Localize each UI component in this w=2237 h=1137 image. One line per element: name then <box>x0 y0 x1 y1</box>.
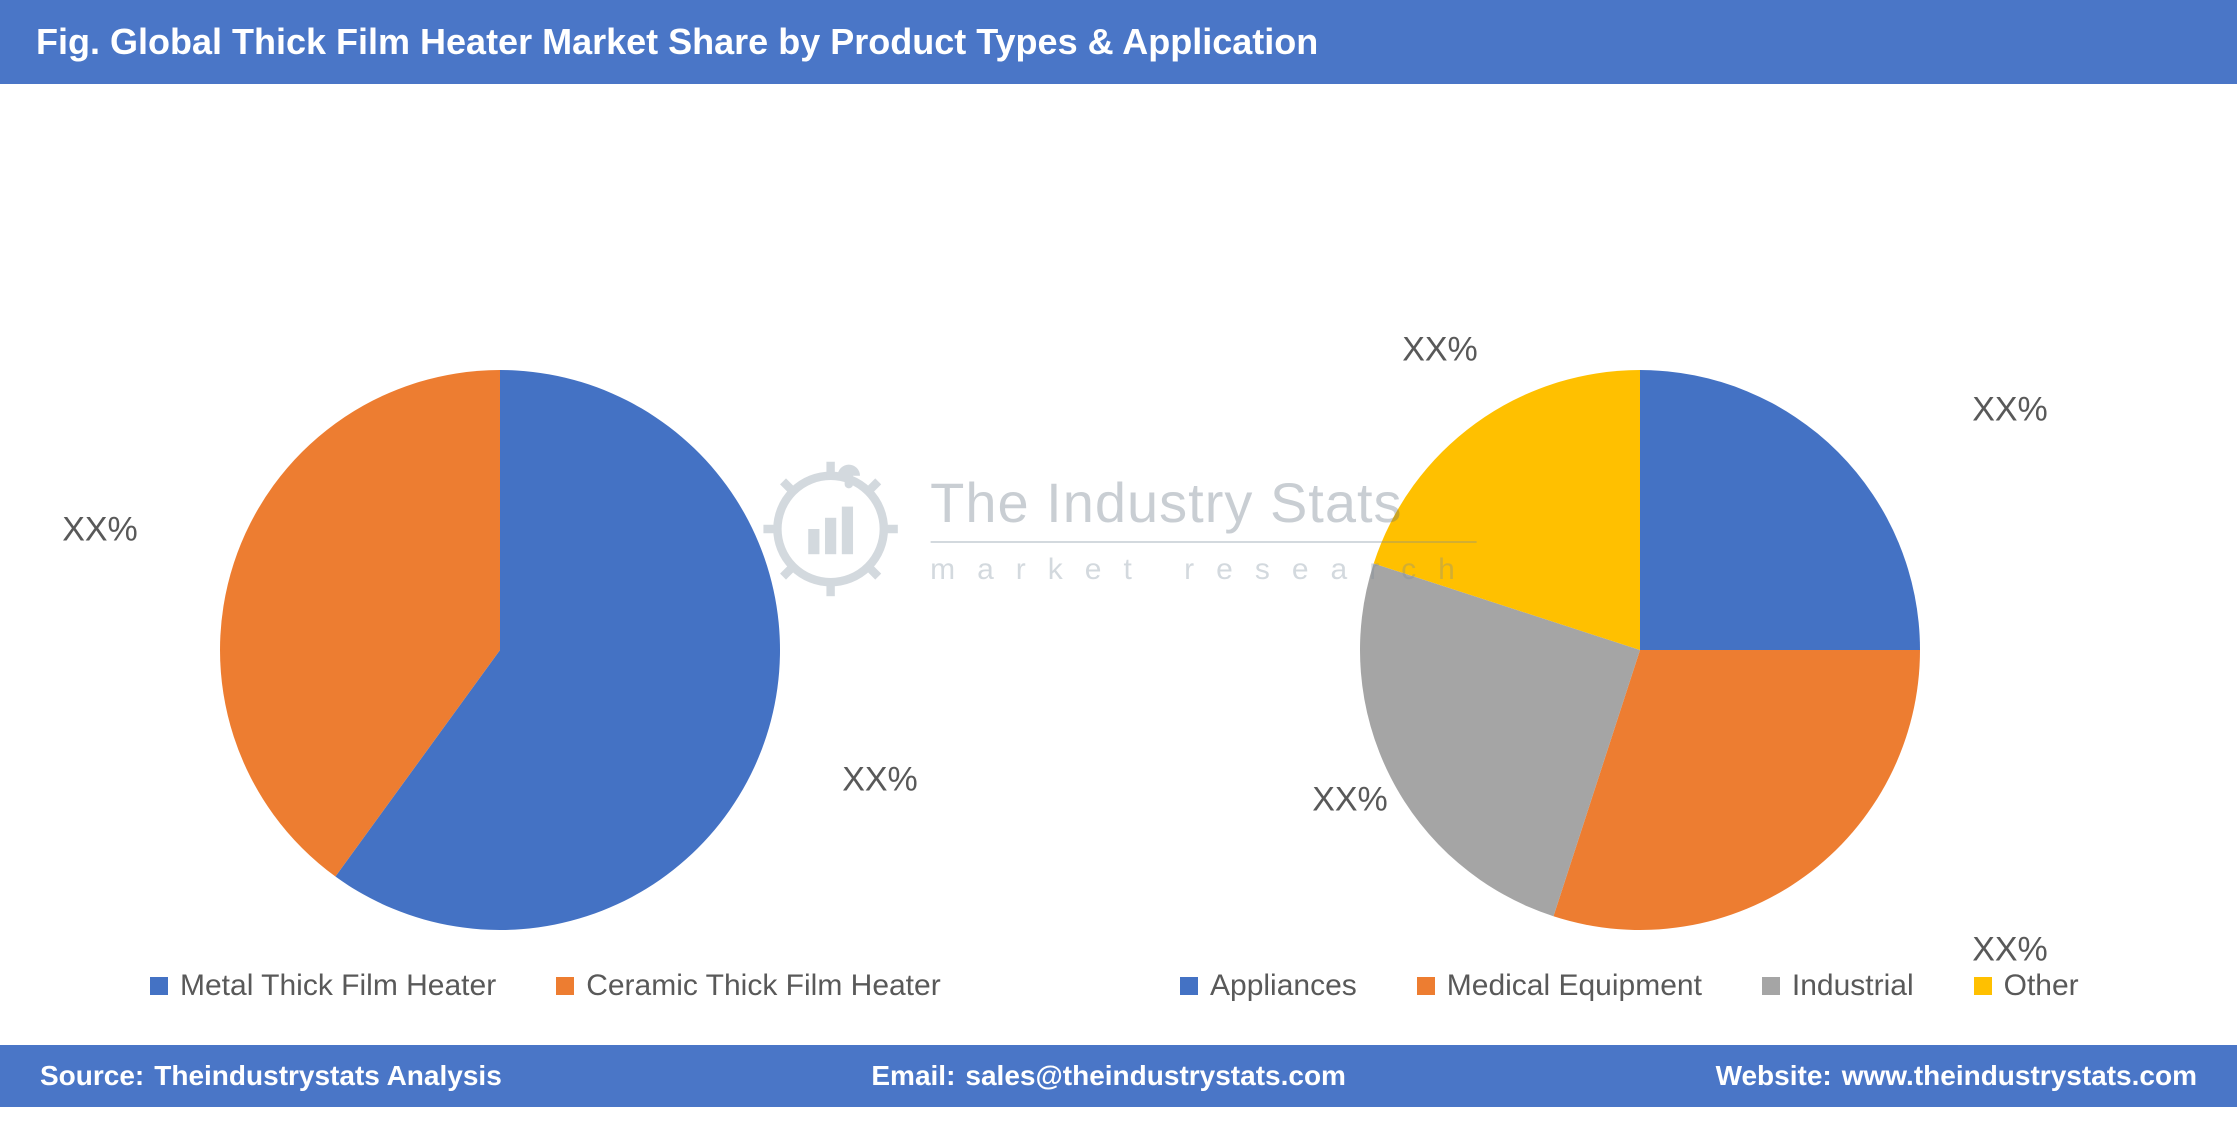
figure-title: Fig. Global Thick Film Heater Market Sha… <box>36 21 1318 63</box>
legend-item: Metal Thick Film Heater <box>150 969 496 1003</box>
legend-item: Industrial <box>1762 969 1914 1003</box>
pie-slice-label: XX% <box>842 761 918 800</box>
legend-label: Medical Equipment <box>1447 969 1702 1003</box>
watermark-gear-icon <box>760 459 900 599</box>
legend-swatch <box>1180 977 1198 995</box>
legend-swatch <box>1417 977 1435 995</box>
footer-website-label: Website: <box>1716 1060 1832 1092</box>
pie-chart-product-types: XX%XX% <box>220 370 780 930</box>
legend-swatch <box>1974 977 1992 995</box>
legend-swatch <box>556 977 574 995</box>
pie-slice-label: XX% <box>1972 391 2048 430</box>
pie-slice-label: XX% <box>62 511 138 550</box>
footer-website-value: www.theindustrystats.com <box>1842 1060 2197 1092</box>
header-bar: Fig. Global Thick Film Heater Market Sha… <box>0 0 2237 84</box>
footer-source-label: Source: <box>40 1060 144 1092</box>
legend-label: Ceramic Thick Film Heater <box>586 969 941 1003</box>
pie-slice <box>1640 370 1920 650</box>
footer-email-value: sales@theindustrystats.com <box>965 1060 1346 1092</box>
legend-label: Metal Thick Film Heater <box>180 969 496 1003</box>
legend-item: Other <box>1974 969 2079 1003</box>
legend-swatch <box>150 977 168 995</box>
legend-item: Medical Equipment <box>1417 969 1702 1003</box>
legend-label: Appliances <box>1210 969 1357 1003</box>
footer-website: Website: www.theindustrystats.com <box>1716 1060 2197 1092</box>
legend-label: Other <box>2004 969 2079 1003</box>
footer-source: Source: Theindustrystats Analysis <box>40 1060 502 1092</box>
legend-item: Ceramic Thick Film Heater <box>556 969 941 1003</box>
pie-slice-label: XX% <box>1402 331 1478 370</box>
legend-application: Appliances Medical Equipment Industrial Oth… <box>1180 969 2139 1003</box>
chart-area: XX%XX% XX%XX%XX%XX% <box>0 120 2237 937</box>
footer-email-label: Email: <box>871 1060 955 1092</box>
footer-email: Email: sales@theindustrystats.com <box>871 1060 1346 1092</box>
pie-svg-product-types <box>220 370 780 930</box>
footer-bar: Source: Theindustrystats Analysis Email:… <box>0 1045 2237 1107</box>
pie-svg-application <box>1360 370 1920 930</box>
pie-slice-label: XX% <box>1312 781 1388 820</box>
legend-label: Industrial <box>1792 969 1914 1003</box>
legend-product-types: Metal Thick Film Heater Ceramic Thick Fil… <box>150 969 1001 1003</box>
legend-item: Appliances <box>1180 969 1357 1003</box>
legend-area: Metal Thick Film Heater Ceramic Thick Fil… <box>0 955 2237 1017</box>
legend-swatch <box>1762 977 1780 995</box>
footer-source-value: Theindustrystats Analysis <box>154 1060 502 1092</box>
pie-chart-application: XX%XX%XX%XX% <box>1360 370 1920 930</box>
